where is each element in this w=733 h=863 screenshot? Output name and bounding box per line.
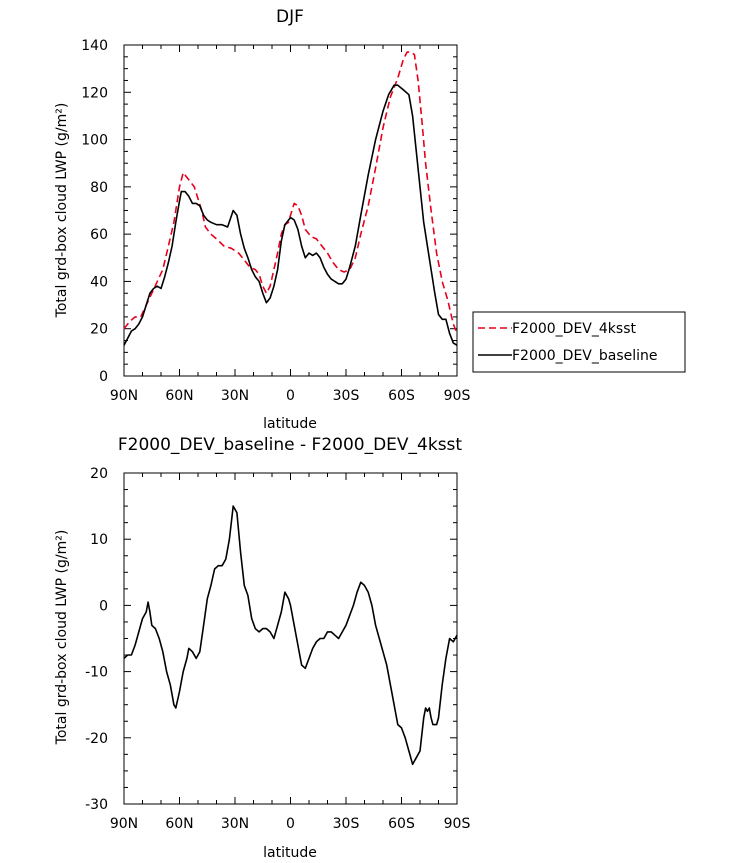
y-tick-label: 20 (90, 322, 108, 338)
y-tick-label: -30 (85, 797, 108, 813)
y-tick-label: 80 (90, 180, 108, 196)
legend-label-4ksst: F2000_DEV_4ksst (512, 321, 636, 337)
tick-group: 90N 60N 30N 0 30S 60S 90S 0 20 40 60 80 100 120 140 (81, 38, 470, 404)
y-tick-label: 0 (99, 369, 108, 385)
x-tick-label: 30N (221, 388, 249, 404)
y-tick-label: -10 (85, 665, 108, 681)
y-tick-label: 140 (81, 38, 108, 54)
legend-box (472, 311, 686, 373)
y-tick-label: -20 (85, 731, 108, 747)
x-tick-label: 60S (388, 388, 415, 404)
y-tick-label: 60 (90, 227, 108, 243)
y-tick-label: 0 (99, 598, 108, 614)
chart-title: F2000_DEV_baseline - F2000_DEV_4ksst (118, 435, 463, 455)
x-tick-label: 30S (333, 388, 360, 404)
x-axis-label: latitude (263, 416, 317, 432)
y-axis-label: Total grd-box cloud LWP (g/m²) (54, 530, 70, 746)
legend: F2000_DEV_4ksst F2000_DEV_baseline (472, 311, 686, 373)
x-tick-label: 60N (165, 816, 193, 832)
y-axis-label: Total grd-box cloud LWP (g/m²) (54, 103, 70, 319)
top-panel: DJF 90N 60N 30N 0 30S 60S 90S 0 20 40 60 80 100 120 14… (54, 7, 686, 432)
series-line-1-0 (123, 505, 458, 766)
y-tick-label: 100 (81, 133, 108, 149)
x-tick-label: 0 (286, 388, 295, 404)
series-group (123, 51, 458, 346)
y-tick-label: 120 (81, 85, 108, 101)
x-tick-label: 90N (110, 816, 138, 832)
x-tick-label: 30S (333, 816, 360, 832)
x-axis-label: latitude (263, 845, 317, 861)
x-tick-label: 90N (110, 388, 138, 404)
x-tick-label: 30N (221, 816, 249, 832)
x-tick-label: 90S (444, 388, 471, 404)
series-line-f2000-dev-4ksst (123, 51, 458, 334)
series-line-f2000-dev-baseline (123, 84, 458, 346)
x-tick-label: 90S (444, 816, 471, 832)
legend-label-baseline: F2000_DEV_baseline (512, 348, 658, 364)
y-tick-label: 20 (90, 466, 108, 482)
plot-frame (123, 472, 458, 805)
x-tick-label: 60S (388, 816, 415, 832)
tick-group: 90N 60N 30N 0 30S 60S 90S -30 -20 -10 0 10 20 (85, 466, 470, 832)
x-tick-label: 60N (165, 388, 193, 404)
y-tick-label: 10 (90, 532, 108, 548)
x-tick-label: 0 (286, 816, 295, 832)
chart-title: DJF (276, 7, 304, 27)
bottom-panel: F2000_DEV_baseline - F2000_DEV_4ksst 90N… (54, 435, 470, 861)
y-tick-label: 40 (90, 274, 108, 290)
plot-frame (123, 44, 458, 377)
series-group (123, 505, 458, 766)
